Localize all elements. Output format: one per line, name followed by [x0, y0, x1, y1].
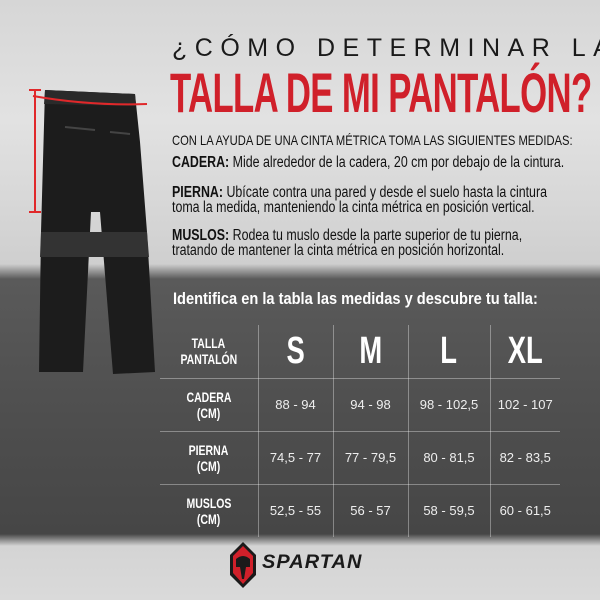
table-cell: 74,5 - 77 [257, 430, 334, 485]
size-table: TALLA PANTALÓN S M L XL CADERA (CM) 88 - 9… [160, 325, 560, 537]
table-row-cadera: CADERA (CM) 88 - 94 94 - 98 98 - 102,5 10… [160, 377, 560, 432]
instructions-intro: CON LA AYUDA DE UNA CINTA MÉTRICA TOMA L… [172, 132, 573, 148]
size-s: S [257, 325, 334, 379]
muslos-instruction: MUSLOS: Rodea tu muslo desde la parte su… [172, 227, 523, 259]
title-line2: TALLA DE MI PANTALÓN? [170, 61, 592, 124]
cadera-text: Mide alrededor de la cadera, 20 cm por d… [232, 154, 565, 171]
pierna-text-2: toma la medida, manteniendo la cinta mét… [172, 199, 535, 216]
row-label: MUSLOS (CM) [160, 483, 259, 537]
table-row-pierna: PIERNA (CM) 74,5 - 77 77 - 79,5 80 - 81,5… [160, 430, 560, 485]
size-xl: XL [489, 325, 560, 379]
title-line1: ¿CÓMO DETERMINAR LA [172, 34, 600, 62]
table-row-muslos: MUSLOS (CM) 52,5 - 55 56 - 57 58 - 59,5 6… [160, 483, 560, 537]
table-cell: 98 - 102,5 [407, 377, 491, 432]
table-cell: 94 - 98 [332, 377, 409, 432]
row-label: CADERA (CM) [160, 377, 259, 432]
table-cell: 77 - 79,5 [332, 430, 409, 485]
table-header-row: TALLA PANTALÓN S M L XL [160, 325, 560, 379]
table-cell: 60 - 61,5 [489, 483, 560, 537]
table-cell: 102 - 107 [489, 377, 560, 432]
size-m: M [332, 325, 409, 379]
pierna-instruction: PIERNA: Ubícate contra una pared y desde… [172, 184, 547, 216]
brand-name: SPARTAN [262, 552, 363, 573]
muslos-text: Rodea tu muslo desde la parte superior d… [232, 227, 523, 244]
table-cell: 82 - 83,5 [489, 430, 560, 485]
pierna-text: Ubícate contra una pared y desde el suel… [226, 184, 547, 201]
table-cell: 56 - 57 [332, 483, 409, 537]
table-cell: 88 - 94 [257, 377, 334, 432]
muslos-text-2: tratando de mantener la cinta métrica en… [172, 242, 505, 259]
table-cell: 80 - 81,5 [407, 430, 491, 485]
pierna-label: PIERNA: [172, 184, 223, 201]
cadera-label: CADERA: [172, 154, 230, 171]
row-label: PIERNA (CM) [160, 430, 259, 485]
header-label: TALLA PANTALÓN [160, 325, 259, 379]
cadera-instruction: CADERA: Mide alrededor de la cadera, 20 … [172, 154, 565, 171]
table-cell: 58 - 59,5 [407, 483, 491, 537]
muslos-label: MUSLOS: [172, 227, 230, 244]
spartan-helmet-logo [230, 542, 256, 588]
size-l: L [407, 325, 491, 379]
table-intro: Identifica en la tabla las medidas y des… [173, 289, 538, 308]
table-cell: 52,5 - 55 [257, 483, 334, 537]
pants-image [29, 89, 155, 374]
